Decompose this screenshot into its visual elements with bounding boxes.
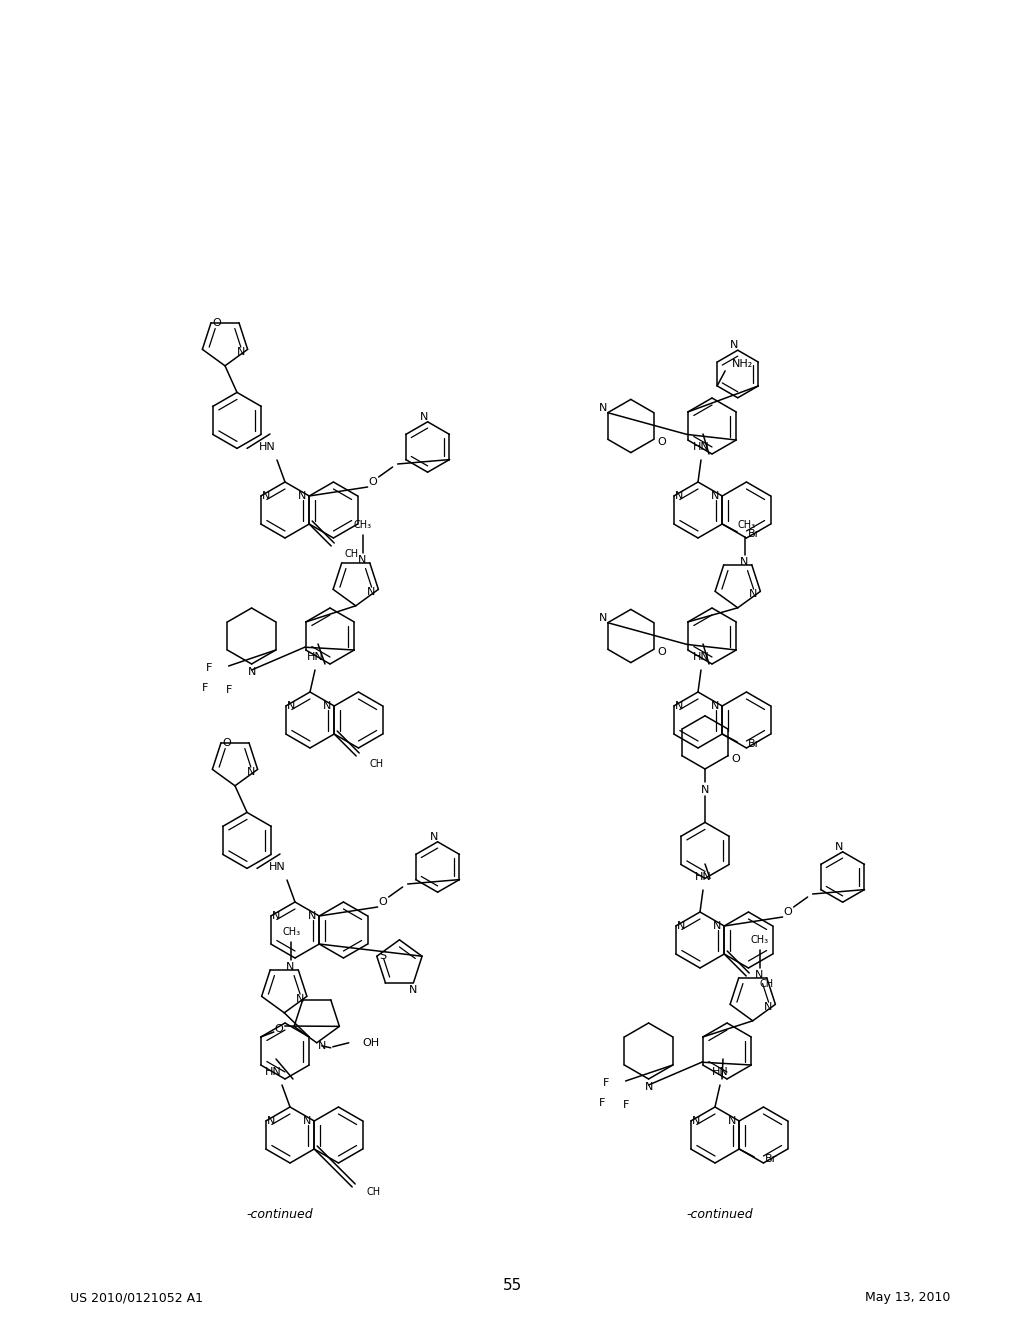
Text: OH: OH xyxy=(362,1038,380,1048)
Text: N: N xyxy=(368,587,376,598)
Text: -continued: -continued xyxy=(247,1209,313,1221)
Text: N: N xyxy=(755,970,763,979)
Text: N: N xyxy=(247,767,255,777)
Text: N: N xyxy=(711,701,720,711)
Text: N: N xyxy=(303,1115,311,1126)
Text: N: N xyxy=(237,347,245,358)
Text: US 2010/0121052 A1: US 2010/0121052 A1 xyxy=(70,1291,203,1304)
Text: N: N xyxy=(308,911,316,921)
Text: N: N xyxy=(729,341,738,350)
Text: CH₃: CH₃ xyxy=(737,520,756,529)
Text: -continued: -continued xyxy=(687,1209,754,1221)
Text: F: F xyxy=(602,1078,609,1088)
Text: HN: HN xyxy=(712,1067,728,1077)
Text: N: N xyxy=(287,701,295,711)
Text: N: N xyxy=(677,921,685,931)
Text: HN: HN xyxy=(264,1067,282,1077)
Text: Br: Br xyxy=(749,529,761,539)
Text: F: F xyxy=(206,663,212,673)
Text: N: N xyxy=(644,1082,652,1092)
Text: CH: CH xyxy=(759,979,773,989)
Text: HN: HN xyxy=(692,652,710,663)
Text: Br: Br xyxy=(749,739,761,748)
Text: HN: HN xyxy=(306,652,324,663)
Text: N: N xyxy=(713,921,722,931)
Text: N: N xyxy=(266,1115,274,1126)
Text: F: F xyxy=(598,1098,605,1107)
Text: N: N xyxy=(675,701,683,711)
Text: May 13, 2010: May 13, 2010 xyxy=(864,1291,950,1304)
Text: N: N xyxy=(261,491,270,502)
Text: N: N xyxy=(298,491,306,502)
Text: N: N xyxy=(317,1040,326,1051)
Text: O: O xyxy=(657,647,667,657)
Text: 55: 55 xyxy=(503,1278,521,1292)
Text: N: N xyxy=(599,612,607,623)
Text: CH₃: CH₃ xyxy=(751,935,769,945)
Text: N: N xyxy=(323,701,332,711)
Text: S: S xyxy=(379,952,386,961)
Text: N: N xyxy=(750,589,758,599)
Text: N: N xyxy=(728,1115,736,1126)
Text: O: O xyxy=(222,738,231,747)
Text: N: N xyxy=(599,403,607,413)
Text: HN: HN xyxy=(259,442,275,451)
Text: CH₃: CH₃ xyxy=(283,927,300,937)
Text: N: N xyxy=(764,1002,772,1012)
Text: N: N xyxy=(357,554,366,565)
Text: F: F xyxy=(225,685,231,696)
Text: N: N xyxy=(296,994,304,1005)
Text: NH₂: NH₂ xyxy=(732,359,754,368)
Text: HN: HN xyxy=(694,873,712,882)
Text: O: O xyxy=(213,318,221,327)
Text: CH: CH xyxy=(370,759,383,770)
Text: F: F xyxy=(202,682,208,693)
Text: N: N xyxy=(675,491,683,502)
Text: O: O xyxy=(657,437,667,447)
Text: O: O xyxy=(783,907,792,917)
Text: N: N xyxy=(429,832,438,842)
Text: Br: Br xyxy=(765,1154,777,1164)
Text: N: N xyxy=(420,412,428,422)
Text: N: N xyxy=(835,842,843,851)
Text: HN: HN xyxy=(268,862,286,873)
Text: N: N xyxy=(700,785,710,796)
Text: N: N xyxy=(271,911,280,921)
Text: N: N xyxy=(691,1115,700,1126)
Text: N: N xyxy=(248,667,256,677)
Text: HN: HN xyxy=(692,442,710,451)
Text: CH: CH xyxy=(367,1187,380,1197)
Text: N: N xyxy=(739,557,748,566)
Text: N: N xyxy=(410,985,418,995)
Text: CH₃: CH₃ xyxy=(353,520,372,529)
Text: O: O xyxy=(732,754,740,764)
Text: N: N xyxy=(711,491,720,502)
Text: CH: CH xyxy=(344,549,358,558)
Text: O: O xyxy=(369,477,377,487)
Text: O: O xyxy=(378,898,387,907)
Text: N: N xyxy=(286,962,295,972)
Text: O: O xyxy=(274,1024,283,1034)
Text: F: F xyxy=(623,1100,629,1110)
